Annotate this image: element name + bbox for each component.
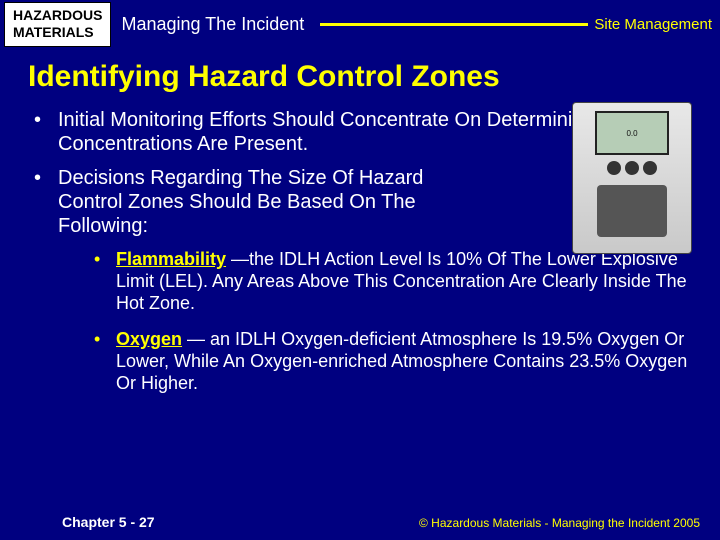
bullet-text: Decisions Regarding The Size Of Hazard C… (58, 166, 478, 238)
chapter-label: Chapter 5 - 27 (62, 514, 155, 530)
header-subtitle: Managing The Incident (121, 14, 304, 35)
brand-box: HAZARDOUS MATERIALS (4, 2, 111, 47)
device-screen-text: 0.0 (626, 129, 637, 138)
device-body (597, 185, 667, 237)
keyword-flammability: Flammability (116, 249, 226, 269)
sub-bullet-text: Flammability —the IDLH Action Level Is 1… (116, 248, 692, 314)
bullet-icon: • (34, 166, 58, 190)
bullet-icon: • (34, 108, 58, 132)
page-title: Identifying Hazard Control Zones (28, 60, 720, 94)
list-item: • Oxygen — an IDLH Oxygen-deficient Atmo… (94, 328, 692, 394)
copyright-label: © Hazardous Materials - Managing the Inc… (419, 516, 700, 530)
bullet-icon: • (94, 328, 116, 350)
keyword-oxygen: Oxygen (116, 329, 182, 349)
sub-bullet-text: Oxygen — an IDLH Oxygen-deficient Atmosp… (116, 328, 692, 394)
sub-bullet-list: • Flammability —the IDLH Action Level Is… (94, 248, 692, 394)
sub-bullet-rest: — an IDLH Oxygen-deficient Atmosphere Is… (116, 329, 687, 393)
header-rule (320, 23, 588, 26)
list-item: • Flammability —the IDLH Action Level Is… (94, 248, 692, 314)
brand-line-1: HAZARDOUS (13, 7, 102, 25)
slide-footer: Chapter 5 - 27 © Hazardous Materials - M… (0, 514, 720, 530)
gas-detector-image: 0.0 (572, 102, 692, 254)
device-button (643, 161, 657, 175)
header-section: Site Management (594, 16, 712, 33)
device-screen: 0.0 (595, 111, 669, 155)
device-button (607, 161, 621, 175)
content-area: 0.0 • Initial Monitoring Efforts Should … (0, 108, 720, 394)
brand-line-2: MATERIALS (13, 24, 102, 42)
bullet-icon: • (94, 248, 116, 270)
slide-header: HAZARDOUS MATERIALS Managing The Inciden… (0, 0, 720, 48)
device-buttons (607, 161, 657, 175)
device-button (625, 161, 639, 175)
